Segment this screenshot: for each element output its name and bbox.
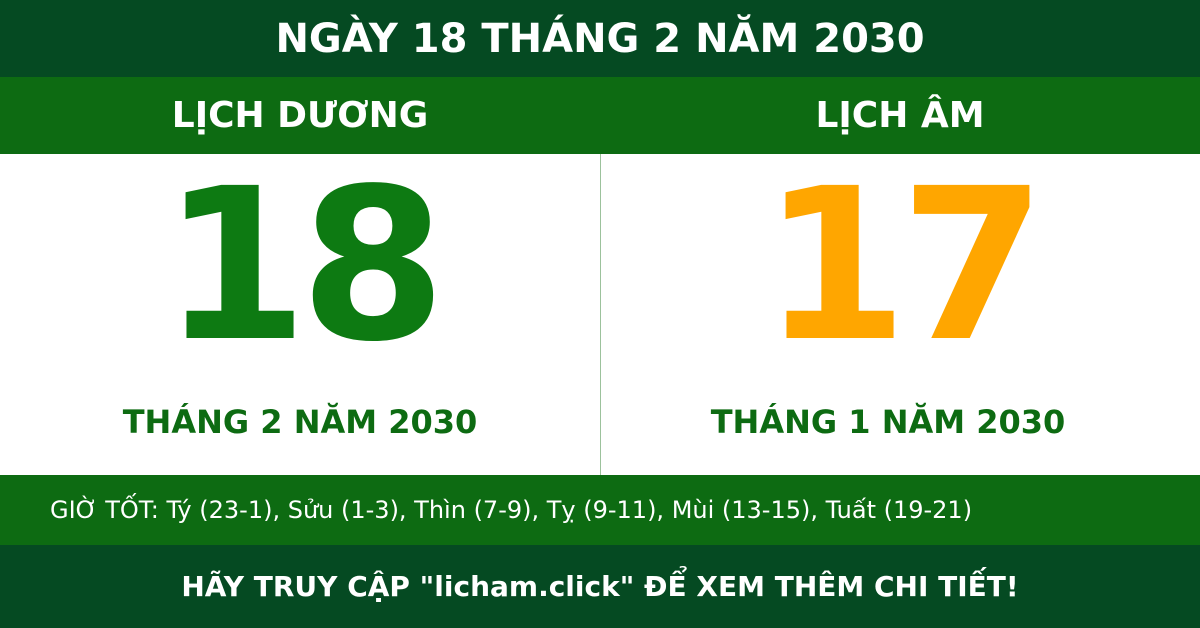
solar-month-year: THÁNG 2 NĂM 2030 [122,403,478,441]
solar-label: LỊCH DƯƠNG [0,77,600,154]
good-hours: GIỜ TỐT: Tý (23-1), Sửu (1-3), Thìn (7-9… [0,475,1200,545]
footer: HÃY TRUY CẬP "licham.click" ĐỂ XEM THÊM … [0,545,1200,628]
lunar-month-year: THÁNG 1 NĂM 2030 [710,403,1066,441]
lunar-day: 17 [761,142,1046,388]
solar-day: 18 [161,142,446,388]
divider [600,154,601,475]
lunar-label: LỊCH ÂM [600,77,1200,154]
title: NGÀY 18 THÁNG 2 NĂM 2030 [0,0,1200,77]
